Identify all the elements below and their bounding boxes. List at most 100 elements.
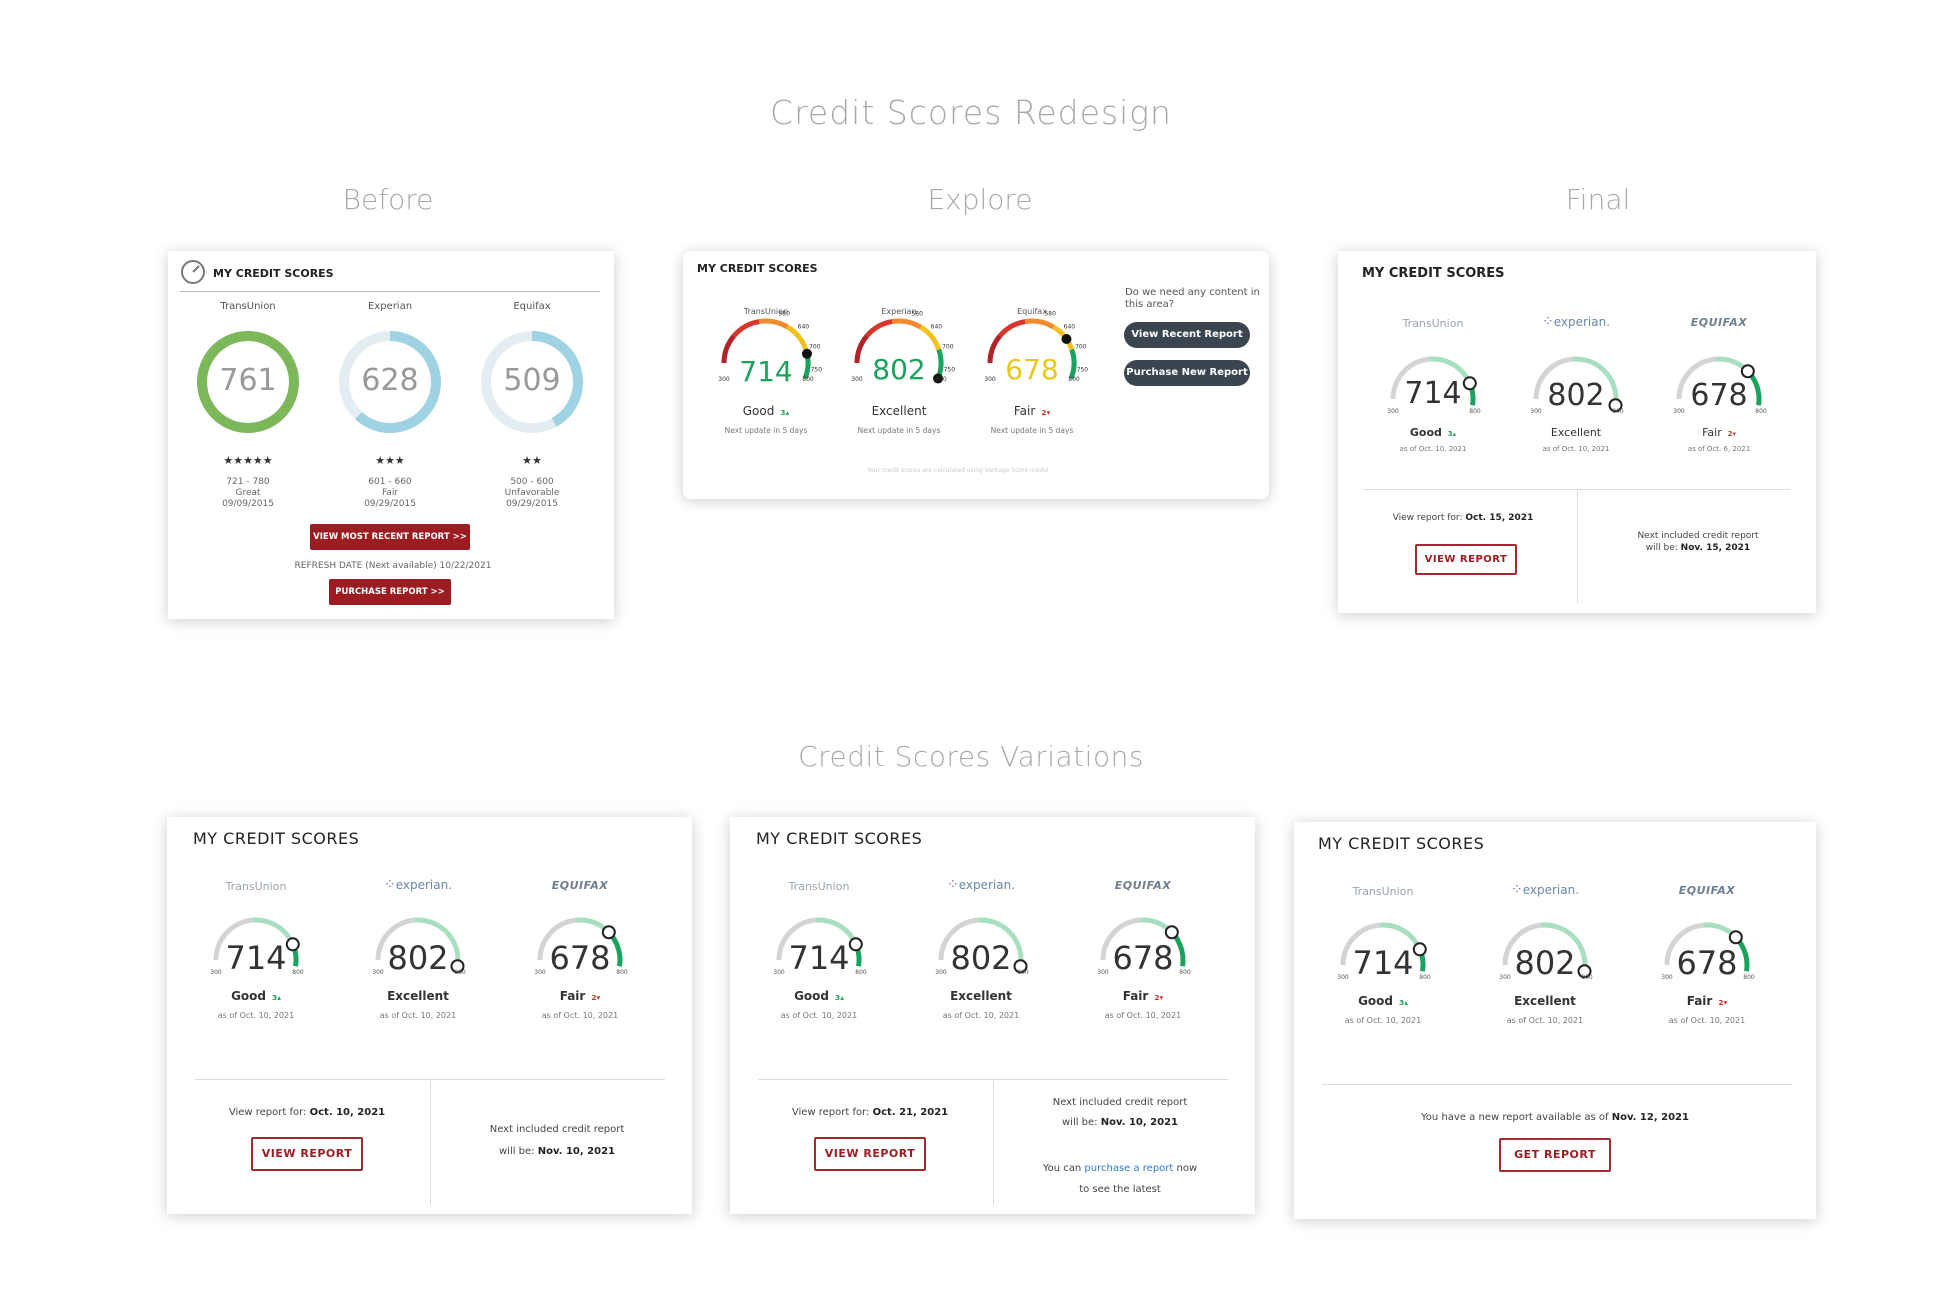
star-rating: ★★ [522,454,542,467]
max-label: 800 [1179,969,1191,976]
max-label: 800 [1017,969,1029,976]
purchase-new-report-button[interactable]: Purchase New Report [1124,360,1250,386]
star-rating: ★★★ [375,454,405,467]
gauge-marker [1061,334,1072,345]
gauge-track [375,917,415,961]
score-range: 601 - 660 [368,477,412,487]
purchase-hint-line-1: You can purchase a report now [1000,1163,1240,1174]
max-label: 800 [855,969,867,976]
card-title: MY CREDIT SCORES [213,267,334,280]
experian-dots-icon: ⁘ [1510,882,1523,898]
min-label: 300 [1387,408,1399,415]
transunion-logo: TransUnion [1352,885,1414,898]
max-label: 800 [935,376,947,383]
score-date: as of Oct. 10, 2021 [1668,1016,1746,1025]
purchase-hint-line-2: to see the latest [1079,1184,1161,1195]
score-grade: Fair [381,488,399,498]
gauge-marker [285,937,300,952]
max-label: 800 [1612,408,1624,415]
gauge-segment [732,319,760,338]
gauge-track [1340,922,1380,966]
gauge-track [537,917,577,961]
card-title: MY CREDIT SCORES [1362,266,1505,281]
gauge-segment [786,324,809,351]
tick-label: 700 [942,343,954,350]
max-label: 800 [1743,974,1755,981]
tick-label: 750 [1077,366,1089,373]
tick-label: 580 [1044,310,1056,317]
bureau-name: Equifax [1017,307,1047,316]
purchase-suffix: now [1176,1163,1198,1174]
equifax-logo: EQUIFAX [1678,884,1736,897]
score-change: 3▴ [835,993,844,1002]
gauge-track [938,917,978,961]
gauge-marker [1013,959,1028,974]
purchase-report-link[interactable]: purchase a report [1084,1163,1174,1174]
next-date: Nov. 15, 2021 [1680,543,1751,553]
min-label: 300 [1530,408,1542,415]
rating-label: Good [794,989,829,1003]
purchase-report-button[interactable]: PURCHASE REPORT >> [329,579,451,605]
score-ring [197,331,299,433]
gauge-marker [1577,964,1592,979]
column-divider [993,1081,994,1205]
view-report-button[interactable]: VIEW REPORT [1415,544,1517,575]
card-title: MY CREDIT SCORES [697,262,818,275]
score-change: 3▴ [1447,430,1457,438]
tick-label: 580 [911,310,923,317]
score-gauge: 580 640 700 750 300 800 [718,310,823,383]
change-value: 3 [835,993,841,1002]
score-value: 714 [225,939,287,977]
section-divider [1322,1084,1792,1085]
next-report-line-1: Next included credit report [489,1124,625,1135]
card-title: MY CREDIT SCORES [1318,834,1485,853]
view-recent-report-button[interactable]: View Recent Report [1124,322,1250,348]
score-date: as of Oct. 10, 2021 [1344,1016,1422,1025]
rating-label: Good [1409,426,1442,439]
explore-credit-scores-card: MY CREDIT SCORES TransUnion 580 640 700 750… [683,251,1269,499]
gauge-segment [865,319,893,338]
variation-card-2: MY CREDIT SCORES TransUnion 300 800 714 G… [730,817,1255,1214]
rating-label: Fair [1013,404,1036,418]
score-date: as of Oct. 10, 2021 [217,1011,295,1020]
score-date: as of Oct. 10, 2021 [1542,445,1610,453]
max-label: 800 [1068,376,1080,383]
score-gauge: 300 800 [935,917,1029,976]
score-rating: Fair 2▾ [1088,989,1198,1003]
gauge-mid [414,917,461,960]
score-rating: Fair 2▾ [1652,994,1762,1008]
max-label: 800 [1419,974,1431,981]
score-change: 3▴ [272,993,281,1002]
get-report-button[interactable]: GET REPORT [1499,1138,1611,1172]
gauge-marker [1740,364,1755,379]
content-question: Do we need any content in this area? [1125,287,1260,310]
max-label: 800 [1469,408,1481,415]
final-credit-scores-card: MY CREDIT SCORES TransUnion 300 800 714 G… [1338,251,1816,613]
score-grade: Unfavorable [504,488,560,498]
next-report-line-2: will be: Nov. 10, 2021 [1000,1117,1240,1128]
score-rating: Excellent [363,989,473,1003]
min-label: 300 [935,969,947,976]
view-most-recent-report-button[interactable]: VIEW MOST RECENT REPORT >> [310,524,470,550]
min-label: 300 [984,376,996,383]
score-date: as of Oct. 10, 2021 [942,1011,1020,1020]
score-rating: Excellent [1490,994,1600,1008]
column-divider [430,1081,431,1205]
change-value: 3 [272,993,278,1002]
score-value: 761 [219,363,277,398]
gauge-segment [998,319,1026,338]
view-report-button[interactable]: VIEW REPORT [814,1137,926,1171]
max-label: 800 [1755,408,1767,415]
section-heading-final: Final [1565,183,1631,216]
gauge-track [1533,356,1573,400]
score-date: as of Oct. 10, 2021 [1104,1011,1182,1020]
min-label: 300 [1337,974,1349,981]
section-divider [758,1079,1228,1080]
score-value: 678 [1690,378,1748,413]
min-label: 300 [851,376,863,383]
view-report-button[interactable]: VIEW REPORT [251,1137,363,1171]
logo-text: experian. [1553,315,1611,329]
gauge-marker [450,959,465,974]
tick-label: 750 [811,366,823,373]
gauge-mid [1572,356,1619,399]
